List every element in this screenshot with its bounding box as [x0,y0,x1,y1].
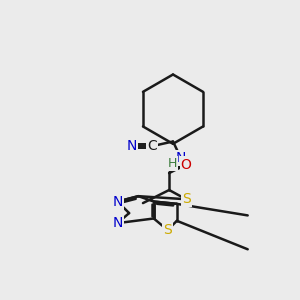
Text: N: N [112,216,123,230]
Text: N: N [112,195,123,208]
Text: O: O [181,158,191,172]
Text: C: C [147,139,157,153]
Text: N: N [176,151,186,165]
Text: S: S [182,192,190,206]
Text: S: S [163,223,172,237]
Text: H: H [167,157,177,169]
Text: N: N [127,139,137,153]
